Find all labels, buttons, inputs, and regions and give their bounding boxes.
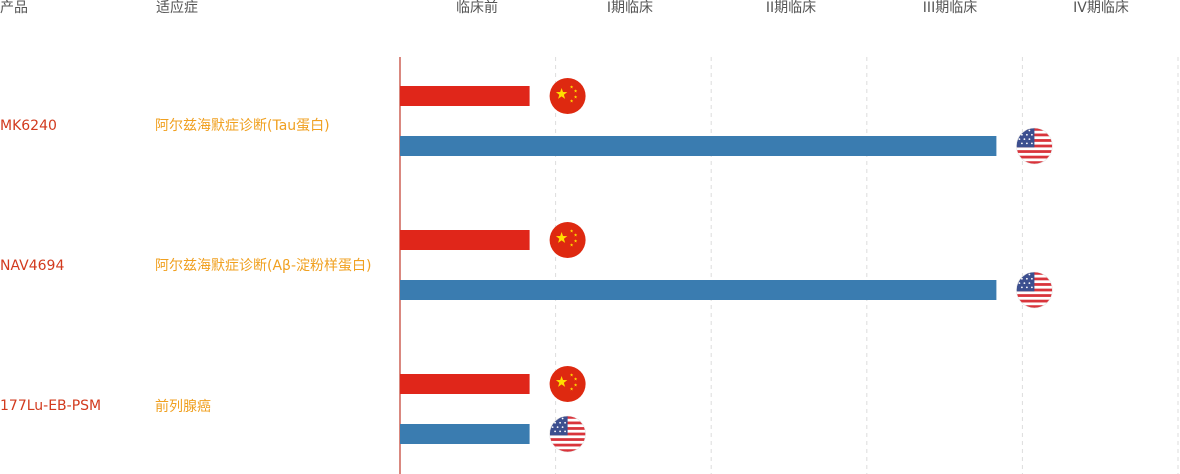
product-mk6240: MK6240 [0, 118, 57, 134]
header-phase-4: IV期临床 [1073, 0, 1129, 16]
china-flag-icon [549, 366, 586, 402]
china-bar [400, 230, 530, 250]
usa-bar [400, 424, 530, 444]
usa-bar [400, 280, 997, 300]
usa-flag-icon [1016, 127, 1053, 165]
header-phase-3: III期临床 [922, 0, 978, 16]
header-phase-2: II期临床 [765, 0, 817, 16]
china-flag-icon [549, 78, 586, 114]
header-phase-1: I期临床 [606, 0, 654, 16]
header-phase-preclinical: 临床前 [456, 0, 498, 16]
usa-flag-icon [1016, 271, 1053, 309]
china-bar [400, 86, 530, 106]
indication-mk6240: 阿尔兹海默症诊断(Tau蛋白) [155, 118, 330, 134]
indication-nav4694: 阿尔兹海默症诊断(Aβ-淀粉样蛋白) [155, 258, 372, 274]
product-177lu: 177Lu-EB-PSM [0, 398, 102, 414]
usa-flag-icon [549, 415, 586, 453]
china-bar [400, 374, 530, 394]
product-nav4694: NAV4694 [0, 258, 65, 274]
header-product: 产品 [0, 0, 28, 16]
usa-bar [400, 136, 997, 156]
indication-177lu: 前列腺癌 [155, 399, 211, 415]
china-flag-icon [549, 222, 586, 258]
header-indication: 适应症 [156, 0, 198, 16]
